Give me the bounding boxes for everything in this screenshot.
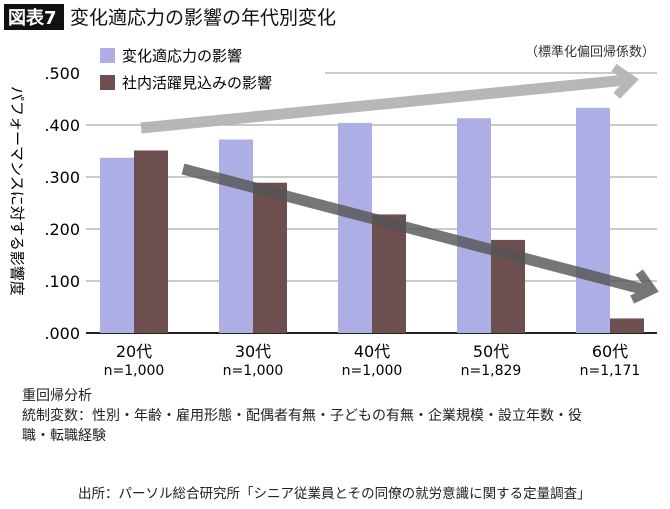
x-tick-label: 40代 <box>354 342 390 361</box>
x-tick-sample-size: n=1,829 <box>461 363 522 379</box>
y-tick-label: .400 <box>44 116 80 135</box>
chart-title: 変化適応力の影響の年代別変化 <box>70 7 336 29</box>
bar-adaptability-50代 <box>457 118 491 334</box>
bar-career-40代 <box>372 214 406 333</box>
legend-label-adaptability: 変化適応力の影響 <box>122 47 242 65</box>
bar-adaptability-60代 <box>576 107 610 333</box>
legend-swatch-career <box>100 75 115 90</box>
method-note: 重回帰分析 <box>22 388 92 404</box>
x-tick-sample-size: n=1,000 <box>223 363 284 379</box>
bar-adaptability-40代 <box>338 122 372 333</box>
x-tick-sample-size: n=1,000 <box>342 363 403 379</box>
legend-label-career: 社内活躍見込みの影響 <box>122 74 272 92</box>
legend-swatch-adaptability <box>100 48 115 63</box>
controls-note-2: 職・転職経験 <box>22 428 106 444</box>
unit-note: （標準化偏回帰係数） <box>525 44 655 60</box>
x-tick-sample-size: n=1,000 <box>104 363 165 379</box>
bar-adaptability-30代 <box>219 139 253 333</box>
x-tick-label: 60代 <box>592 342 628 361</box>
y-tick-label: .200 <box>44 220 80 239</box>
x-tick-label: 30代 <box>235 342 271 361</box>
y-tick-label: .300 <box>44 168 80 187</box>
bar-career-60代 <box>610 318 644 333</box>
trend-arrow-down <box>181 163 659 304</box>
x-tick-sample-size: n=1,171 <box>580 363 641 379</box>
bar-adaptability-20代 <box>100 157 134 333</box>
trend-arrow-up <box>140 63 639 134</box>
x-tick-label: 50代 <box>473 342 509 361</box>
x-tick-label: 20代 <box>116 342 152 361</box>
figure-badge: 図表7 <box>8 7 57 29</box>
source-note: 出所：パーソル総合研究所「シニア従業員とその同僚の就労意識に関する定量調査」 <box>78 486 591 502</box>
figure-badge-bg <box>4 4 64 30</box>
bar-career-20代 <box>134 150 168 333</box>
y-tick-label: .100 <box>44 272 80 291</box>
y-tick-label: .500 <box>44 64 80 83</box>
bar-career-30代 <box>253 182 287 333</box>
y-axis-label: パフォーマンスに対する影響度 <box>8 86 26 296</box>
controls-note: 統制変数：性別・年齢・雇用形態・配偶者有無・子どもの有無・企業規模・設立年数・役 <box>22 408 582 424</box>
y-tick-label: .000 <box>44 324 80 343</box>
